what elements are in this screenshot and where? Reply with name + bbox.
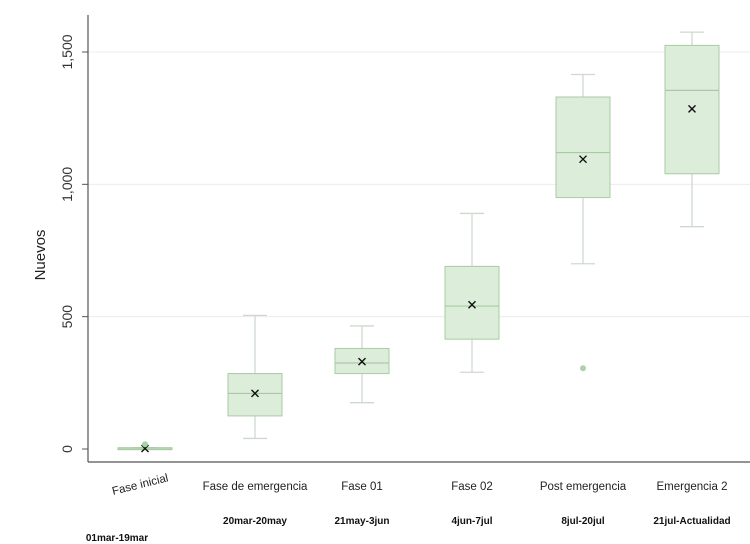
x-category-label-4: Fase 02 — [451, 481, 493, 493]
axes — [87, 15, 750, 463]
y-tick-label-1500: 1,500 — [59, 34, 75, 69]
x-category-label-2: Fase de emergencia — [203, 481, 308, 493]
y-tick-label-500: 500 — [59, 305, 75, 329]
mean-marker-b — [251, 389, 259, 398]
y-tick-label-0: 0 — [59, 445, 75, 453]
y-ticks: 0 500 1,000 1,500 — [59, 34, 88, 453]
box-body — [444, 265, 500, 340]
x-category-label-6: Emergencia 2 — [657, 481, 728, 493]
mean-marker-b — [688, 104, 696, 113]
box-5 — [555, 73, 611, 372]
y-axis-label: Nuevos — [32, 230, 49, 281]
x-period-label-3: 21may-3jun — [334, 516, 389, 527]
x-category-label-1: Fase inicial — [111, 472, 170, 498]
box-body — [555, 96, 611, 199]
box-body — [227, 373, 283, 417]
box-6 — [664, 31, 720, 228]
y-tick-label-1000: 1,000 — [59, 167, 75, 202]
x-category-label-3: Fase 01 — [341, 481, 383, 493]
box-1 — [117, 441, 173, 453]
outlier-point-1 — [142, 441, 148, 448]
boxes — [117, 31, 720, 453]
x-period-label-6: 21jul-Actualidad — [653, 516, 730, 527]
mean-marker-b — [579, 155, 587, 164]
mean-marker-b — [141, 444, 149, 453]
gridlines — [88, 51, 750, 318]
mean-marker-b — [468, 300, 476, 309]
mean-marker-b — [358, 357, 366, 366]
x-period-label-2: 20mar-20may — [223, 516, 287, 527]
outlier-point-1 — [580, 365, 586, 372]
x-category-label-5: Post emergencia — [540, 481, 627, 493]
box-2 — [227, 314, 283, 440]
x-period-label-1: 01mar-19mar — [86, 533, 148, 544]
box-4 — [444, 212, 500, 373]
box-3 — [334, 325, 390, 404]
x-period-label-5: 8jul-20jul — [561, 516, 605, 527]
x-labels: Fase inicial 01mar-19mar Fase de emergenci… — [86, 472, 731, 544]
x-period-label-4: 4jun-7jul — [451, 516, 492, 527]
